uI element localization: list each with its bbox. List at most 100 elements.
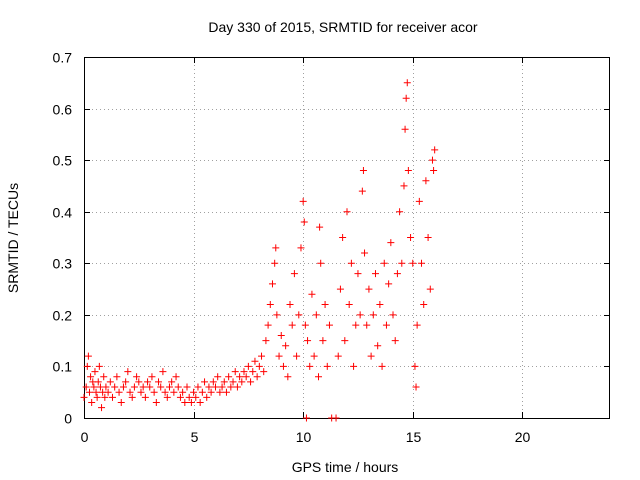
data-point [363,321,371,329]
data-point [82,383,90,391]
data-point [139,383,147,391]
data-point [301,321,309,329]
data-point [238,378,246,386]
data-point [130,383,138,391]
data-point [402,94,410,102]
data-point [113,373,121,381]
y-tick-label: 0.5 [53,153,73,169]
data-point [404,166,412,174]
data-point [133,373,141,381]
data-point [170,388,178,396]
x-tick-label: 15 [406,429,422,445]
data-point [90,383,98,391]
data-point [122,378,130,386]
data-point [431,146,439,154]
data-point [367,352,375,360]
data-point [183,383,191,391]
data-point [146,383,154,391]
data-point [117,399,125,407]
data-point [401,125,409,133]
data-point [85,388,93,396]
data-point [273,311,281,319]
data-point [371,270,379,278]
data-point [115,388,123,396]
data-point [325,321,333,329]
data-point [141,393,149,401]
data-point [216,388,224,396]
data-point [229,378,237,386]
data-point [374,342,382,350]
data-point [161,388,169,396]
axis-ticks: 0 5 10 15 20 0 0.1 0.2 0.3 0.4 0.5 0.6 0.7 [53,50,610,445]
data-point [94,378,102,386]
data-point [233,383,241,391]
data-point [352,321,360,329]
y-tick-label: 0.1 [53,359,73,375]
data-point [393,270,401,278]
data-point [347,259,355,267]
data-point [336,285,344,293]
data-point [106,378,114,386]
data-point [185,393,193,401]
data-point [380,259,388,267]
data-point [334,352,342,360]
data-point [168,378,176,386]
y-tick-label: 0 [64,411,72,427]
y-tick-label: 0.3 [53,256,73,272]
data-point [244,362,252,370]
data-point [354,270,362,278]
data-point [282,342,290,350]
data-point [207,388,215,396]
data-point [398,259,406,267]
data-point [91,368,99,376]
data-point [300,218,308,226]
data-point [284,373,292,381]
data-point [255,362,263,370]
data-point [272,244,280,252]
plot-frame [84,57,610,419]
data-point [83,362,91,370]
data-point [422,177,430,185]
data-point [258,352,266,360]
x-tick-label: 5 [191,429,199,445]
data-point [98,404,106,412]
data-point [196,399,204,407]
data-point [176,393,184,401]
data-point [407,234,415,241]
data-point [341,337,349,345]
data-point [315,373,323,381]
data-point [144,378,152,386]
data-point [201,378,209,386]
data-point [319,337,327,345]
data-point [424,234,432,241]
data-point [290,270,298,278]
data-point [295,311,303,319]
data-point [339,234,347,241]
data-point [420,301,428,309]
data-point [205,383,213,391]
data-point [332,414,340,422]
data-point [260,368,268,376]
data-point [119,383,127,391]
data-point [218,383,226,391]
data-point [203,393,211,401]
data-point [413,321,421,329]
data-point [93,393,101,401]
y-axis-title: SRMTID / TECUs [5,183,21,293]
data-point [104,388,112,396]
data-point [124,368,132,376]
data-point [403,79,411,87]
x-tick-label: 10 [296,429,312,445]
data-point [240,368,248,376]
data-point [343,208,351,216]
data-point [264,321,272,329]
data-point [356,311,364,319]
data-point [181,399,189,407]
data-point [308,290,316,298]
data-point [376,301,384,309]
data-point [286,301,294,309]
data-point [150,388,158,396]
data-point [302,414,310,422]
x-tick-label: 0 [81,429,89,445]
chart-title: Day 330 of 2015, SRMTID for receiver aco… [208,19,478,35]
